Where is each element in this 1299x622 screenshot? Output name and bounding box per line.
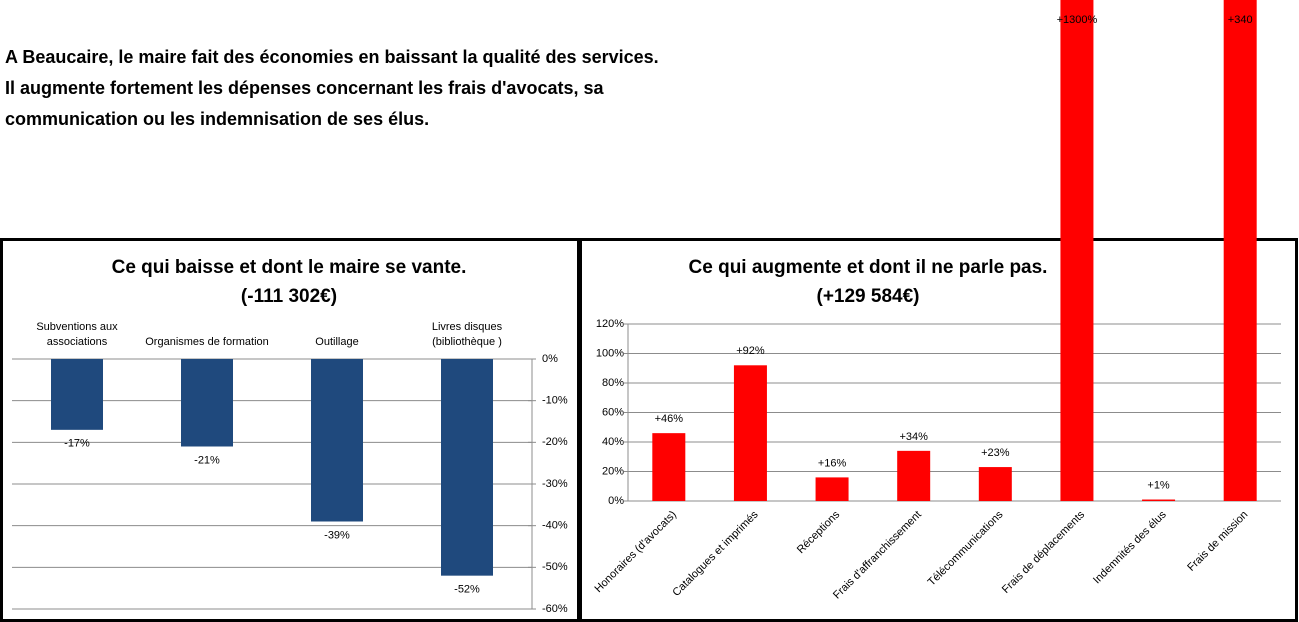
bar bbox=[652, 433, 686, 501]
y-tick-label: -50% bbox=[542, 561, 568, 573]
x-tick-label: Frais de déplacements bbox=[1000, 508, 1088, 596]
x-tick-label-box: Livres disques (bibliothèque ) bbox=[431, 321, 503, 348]
x-tick-label: Frais d'affranchissement bbox=[831, 509, 924, 602]
chart-title: Ce qui augmente et dont il ne parle pas. bbox=[689, 257, 1048, 278]
bar bbox=[441, 359, 493, 576]
value-label: +23% bbox=[981, 447, 1010, 459]
bar bbox=[897, 450, 931, 501]
bar bbox=[733, 365, 767, 501]
x-tick-label-box: Organismes de formation bbox=[145, 336, 269, 348]
x-tick-label: Télécommunications bbox=[926, 508, 1006, 588]
value-label: +1% bbox=[1147, 479, 1170, 491]
heading-line: Il augmente fortement les dépenses conce… bbox=[5, 78, 604, 98]
y-tick-label: -20% bbox=[542, 436, 568, 448]
value-label: +92% bbox=[736, 345, 765, 357]
value-label: +1300% bbox=[1057, 14, 1098, 26]
value-label: +340 bbox=[1228, 14, 1253, 26]
x-tick-label-box: Subventions aux associations bbox=[36, 321, 118, 348]
y-tick-label: 60% bbox=[602, 406, 624, 418]
heading-line: communication ou les indemnisation de se… bbox=[5, 109, 429, 129]
bar bbox=[1142, 499, 1176, 501]
y-tick-label: 0% bbox=[608, 495, 624, 507]
x-tick-label: Organismes de formation bbox=[145, 336, 269, 348]
chart-frame bbox=[0, 238, 580, 622]
x-tick-label: Indemnités des élus bbox=[1091, 508, 1169, 586]
x-tick-label: Honoraires (d'avocats) bbox=[593, 509, 679, 595]
x-tick-label: Outillage bbox=[315, 336, 359, 348]
value-label: -21% bbox=[194, 454, 220, 466]
value-label: +34% bbox=[899, 431, 928, 443]
y-tick-label: 80% bbox=[602, 377, 624, 389]
y-tick-label: 0% bbox=[542, 353, 558, 365]
y-tick-label: -60% bbox=[542, 603, 568, 615]
y-tick-label: 120% bbox=[596, 318, 624, 330]
bar bbox=[815, 477, 849, 501]
x-tick-label: Subventions aux associations bbox=[36, 321, 118, 348]
value-label: -39% bbox=[324, 529, 350, 541]
bar bbox=[181, 359, 233, 447]
chart-subtitle: (+129 584€) bbox=[817, 286, 920, 307]
y-tick-label: -40% bbox=[542, 520, 568, 532]
value-label: +46% bbox=[655, 413, 684, 425]
y-tick-label: 100% bbox=[596, 347, 624, 359]
y-tick-label: -30% bbox=[542, 478, 568, 490]
bar bbox=[311, 359, 363, 522]
y-tick-label: 20% bbox=[602, 465, 624, 477]
heading-line: A Beaucaire, le maire fait des économies… bbox=[5, 47, 659, 67]
bar bbox=[51, 359, 103, 430]
chart-subtitle: (-111 302€) bbox=[241, 286, 337, 307]
x-tick-label: Livres disques (bibliothèque ) bbox=[431, 321, 503, 348]
x-tick-label: Réceptions bbox=[795, 508, 843, 556]
y-tick-label: 40% bbox=[602, 436, 624, 448]
bar bbox=[1223, 0, 1257, 501]
value-label: -52% bbox=[454, 584, 480, 596]
bar bbox=[1060, 0, 1094, 501]
x-tick-label: Catalogues et imprimés bbox=[670, 508, 761, 599]
bar bbox=[978, 467, 1012, 501]
value-label: -17% bbox=[64, 438, 90, 450]
value-label: +16% bbox=[818, 457, 847, 469]
chart-title: Ce qui baisse et dont le maire se vante. bbox=[112, 257, 467, 278]
y-tick-label: -10% bbox=[542, 395, 568, 407]
x-tick-label: Frais de mission bbox=[1185, 509, 1250, 574]
x-tick-label-box: Outillage bbox=[315, 336, 359, 348]
chart-frame bbox=[579, 238, 1298, 622]
